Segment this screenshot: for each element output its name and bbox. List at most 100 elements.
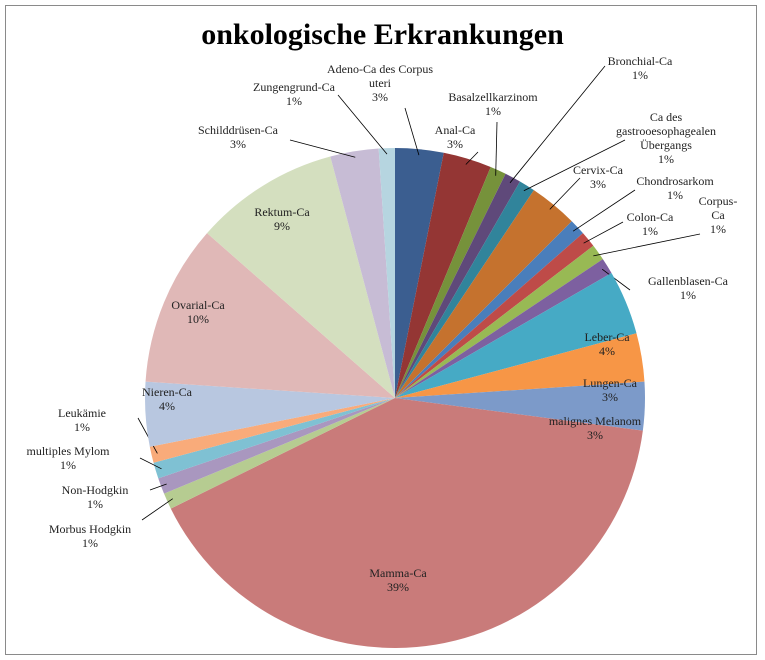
pie-slice xyxy=(145,233,395,398)
slice-label: Corpus-Ca 1% xyxy=(698,194,738,236)
category-name: Ca des gastrooesophagealen Übergangs xyxy=(616,110,716,152)
frame xyxy=(5,5,757,655)
category-name: Leukämie xyxy=(58,406,106,420)
category-name: Adeno-Ca des Corpus uteri xyxy=(327,62,433,90)
pie-slice xyxy=(395,233,594,398)
pie-slice xyxy=(153,398,395,479)
leader-line xyxy=(404,107,420,156)
value-label: 10% xyxy=(187,312,209,326)
slice-label: Schilddrüsen-Ca 3% xyxy=(193,123,283,151)
category-name: Colon-Ca xyxy=(626,210,674,224)
value-label: 1% xyxy=(710,222,726,236)
slice-label: multiples Mylom 1% xyxy=(8,444,128,472)
value-label: 3% xyxy=(372,90,388,104)
value-label: 1% xyxy=(74,420,90,434)
pie-slice xyxy=(170,398,643,649)
pie-slice xyxy=(149,398,395,463)
pie-slice xyxy=(207,156,395,398)
value-label: 3% xyxy=(602,390,618,404)
slice-label: Adeno-Ca des Corpus uteri 3% xyxy=(315,62,445,104)
leader-line xyxy=(495,121,498,176)
value-label: 3% xyxy=(230,137,246,151)
leader-line xyxy=(523,139,626,192)
category-name: Chondrosarkom xyxy=(636,174,714,188)
slice-label: Anal-Ca 3% xyxy=(425,123,485,151)
value-label: 1% xyxy=(87,497,103,511)
value-label: 1% xyxy=(658,152,674,166)
category-name: Rektum-Ca xyxy=(254,205,310,219)
value-label: 1% xyxy=(632,68,648,82)
value-label: 3% xyxy=(590,177,606,191)
leader-line xyxy=(593,233,701,257)
value-label: 1% xyxy=(485,104,501,118)
category-name: Ovarial-Ca xyxy=(171,298,225,312)
leader-line xyxy=(137,417,158,454)
pie-slice xyxy=(395,181,534,398)
value-label: 4% xyxy=(159,399,175,413)
category-name: Mamma-Ca xyxy=(369,566,427,580)
category-name: multiples Mylom xyxy=(26,444,110,458)
category-name: Zungengrund-Ca xyxy=(253,80,335,94)
pie-slice xyxy=(395,167,506,398)
leader-line xyxy=(549,177,581,210)
chart-title: onkologische Erkrankungen xyxy=(201,18,564,51)
slice-label: Lungen-Ca 3% xyxy=(575,376,645,404)
category-name: Anal-Ca xyxy=(434,123,476,137)
leader-line xyxy=(139,457,162,470)
category-name: Leber-Ca xyxy=(584,330,630,344)
slice-label: Chondrosarkom 1% xyxy=(620,174,730,202)
value-label: 3% xyxy=(587,428,603,442)
pie-slice xyxy=(395,221,583,398)
leader-line xyxy=(337,94,388,155)
pie-slice xyxy=(330,148,395,398)
pie-slice xyxy=(395,273,637,398)
slice-label: Ovarial-Ca 10% xyxy=(163,298,233,326)
category-name: malignes Melanom xyxy=(548,414,642,428)
slice-label: Morbus Hodgkin 1% xyxy=(35,522,145,550)
category-name: Non-Hodgkin xyxy=(61,483,129,497)
slice-label: Leber-Ca 4% xyxy=(572,330,642,358)
value-label: 1% xyxy=(667,188,683,202)
category-name: Corpus-Ca xyxy=(698,194,738,222)
category-name: Morbus Hodgkin xyxy=(48,522,132,536)
value-label: 3% xyxy=(447,137,463,151)
slice-label: malignes Melanom 3% xyxy=(540,414,650,442)
pie-slice xyxy=(395,333,645,398)
category-name: Lungen-Ca xyxy=(583,376,637,390)
slice-label: Cervix-Ca 3% xyxy=(563,163,633,191)
leader-line xyxy=(465,151,479,165)
pie-slice xyxy=(395,381,645,431)
category-name: Basalzellkarzinom xyxy=(448,90,538,104)
slice-label: Non-Hodgkin 1% xyxy=(45,483,145,511)
slice-label: Basalzellkarzinom 1% xyxy=(438,90,548,118)
category-name: Gallenblasen-Ca xyxy=(648,274,728,288)
slice-label: Rektum-Ca 9% xyxy=(247,205,317,233)
category-name: Nieren-Ca xyxy=(142,385,192,399)
value-label: 1% xyxy=(60,458,76,472)
value-label: 1% xyxy=(286,94,302,108)
pie-slice xyxy=(395,190,572,398)
pie-slice xyxy=(395,148,444,398)
category-name: Schilddrüsen-Ca xyxy=(198,123,278,137)
pie-slice xyxy=(144,381,395,447)
category-name: Bronchial-Ca xyxy=(607,54,673,68)
value-label: 1% xyxy=(680,288,696,302)
leader-line xyxy=(572,189,636,232)
leader-line xyxy=(601,268,631,291)
slice-label: Ca des gastrooesophagealen Übergangs 1% xyxy=(601,110,731,166)
slice-label: Zungengrund-Ca 1% xyxy=(234,80,354,108)
slice-label: Bronchial-Ca 1% xyxy=(595,54,685,82)
leader-line xyxy=(583,221,624,244)
value-label: 1% xyxy=(642,224,658,238)
pie-slice xyxy=(395,259,612,398)
slice-label: Mamma-Ca 39% xyxy=(358,566,438,594)
pie-slice xyxy=(164,398,395,509)
slice-label: Gallenblasen-Ca 1% xyxy=(633,274,743,302)
value-label: 1% xyxy=(82,536,98,550)
leader-line xyxy=(289,139,356,158)
pie-slice xyxy=(158,398,395,494)
slice-label: Nieren-Ca 4% xyxy=(132,385,202,413)
pie-slice xyxy=(395,152,491,398)
